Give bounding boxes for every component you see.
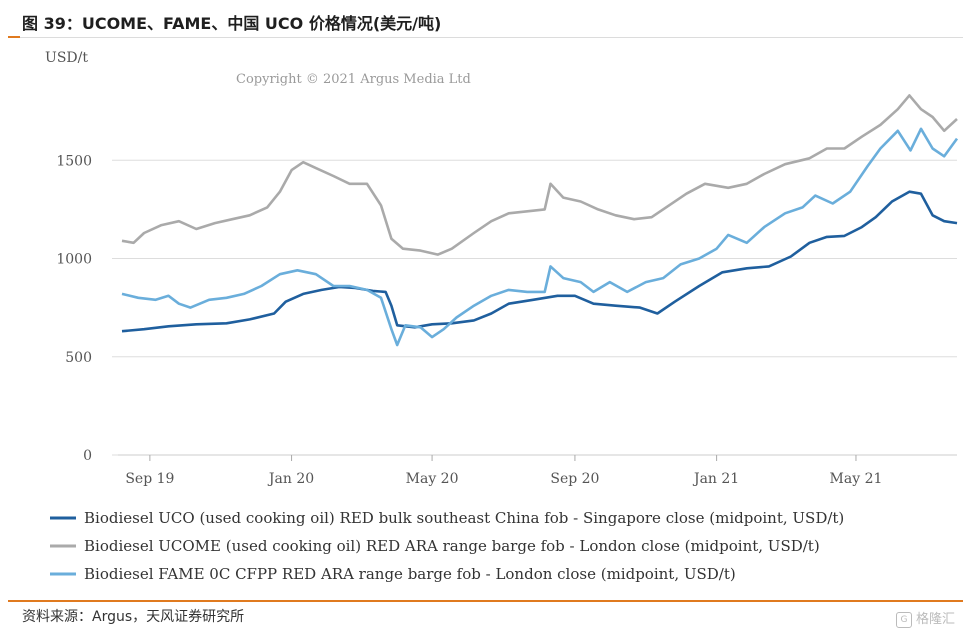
x-tick-label: May 21 xyxy=(830,471,883,487)
price-line-chart: 0 500 1000 1500 USD/t Sep 19 Jan 20 May 20 Sep 2… xyxy=(45,50,959,583)
legend-label-1: Biodiesel UCO (used cooking oil) RED bul… xyxy=(84,509,844,527)
series-line-1 xyxy=(121,190,958,333)
legend-label-3: Biodiesel FAME 0C CFPP RED ARA range bar… xyxy=(84,565,736,583)
copyright-note: Copyright © 2021 Argus Media Ltd xyxy=(236,72,471,87)
x-tick-label: Sep 20 xyxy=(550,471,599,487)
y-tick-label: 1000 xyxy=(56,252,92,268)
x-tick-label: Jan 20 xyxy=(267,471,314,487)
y-tick-label: 0 xyxy=(83,448,92,464)
x-tick-label: Sep 19 xyxy=(125,471,174,487)
y-tick-label: 1500 xyxy=(56,153,92,169)
title-divider xyxy=(8,37,963,38)
watermark-text: 格隆汇 xyxy=(915,612,955,627)
y-tick-label: 500 xyxy=(65,350,92,366)
figure-title: 图 39：UCOME、FAME、中国 UCO 价格情况(美元/吨) xyxy=(22,14,442,33)
legend-label-2: Biodiesel UCOME (used cooking oil) RED A… xyxy=(84,537,820,555)
source-note: 资料来源：Argus，天风证券研究所 xyxy=(22,609,245,625)
title-accent xyxy=(8,36,20,38)
series-line-3 xyxy=(121,127,959,347)
y-axis-label: USD/t xyxy=(45,50,88,66)
series-line-2 xyxy=(121,94,958,256)
x-tick-label: Jan 21 xyxy=(692,471,739,487)
watermark-logo-icon: G xyxy=(895,611,912,628)
x-tick-label: May 20 xyxy=(406,471,459,487)
watermark: G 格隆汇 xyxy=(895,608,955,628)
footer-divider xyxy=(8,600,963,602)
